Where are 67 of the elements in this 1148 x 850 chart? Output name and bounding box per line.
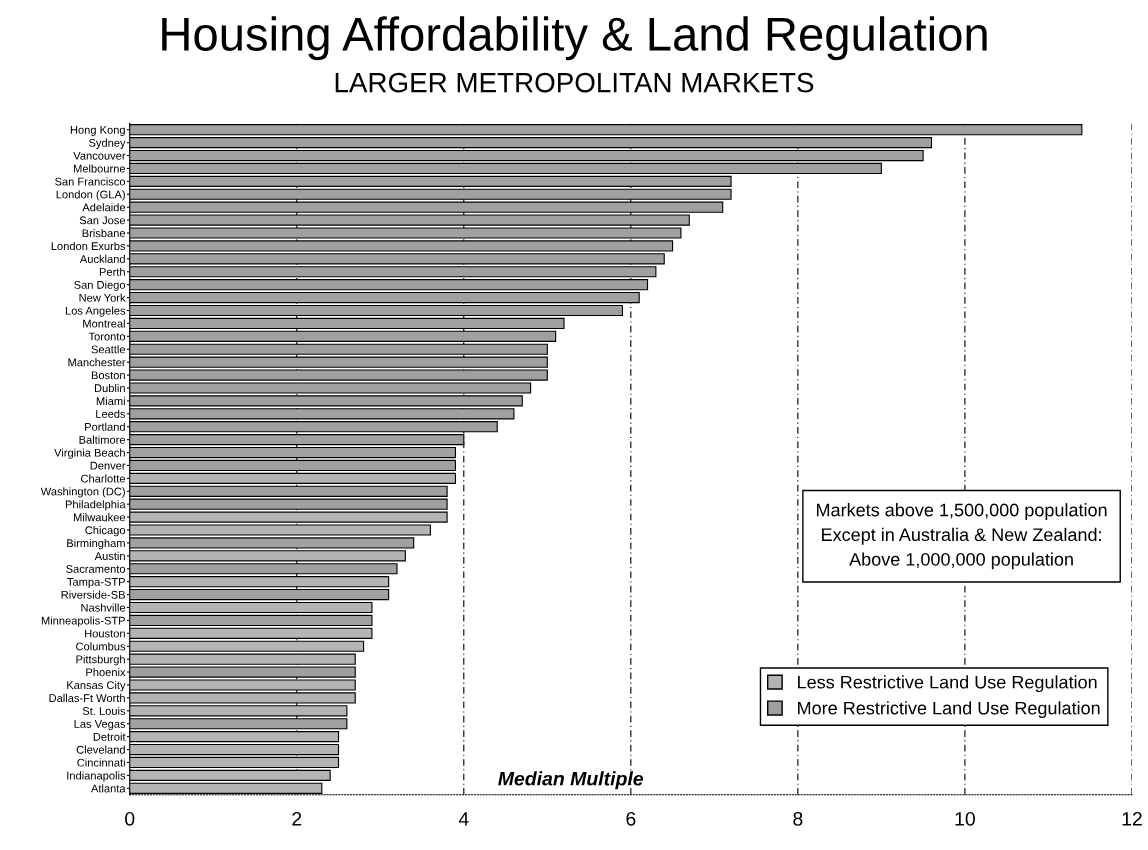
y-tick-label: Philadelphia bbox=[65, 500, 126, 511]
y-tick-label: Sacramento bbox=[66, 565, 126, 573]
y-tick-label: Los Angeles bbox=[65, 306, 126, 317]
annotation: Markets above 1,500,000 population Except in Australia & New Zealand: Above 1,000,000 population bbox=[816, 503, 1107, 570]
y-tick-label: Pittsburgh bbox=[76, 655, 125, 666]
y-tick-label: Columbus bbox=[76, 642, 126, 651]
y-tick-label: Milwaukee bbox=[73, 513, 126, 522]
y-tick-label: Montreal bbox=[83, 319, 125, 328]
y-tick-label: Sydney bbox=[89, 138, 126, 149]
y-tick-label: Nashville bbox=[81, 603, 126, 612]
y-tick-label: Dublin bbox=[94, 383, 125, 393]
y-tick-label: Atlanta bbox=[90, 784, 126, 793]
chart-subtitle: LARGER METROPOLITAN MARKETS bbox=[335, 72, 814, 93]
x-tick-label: 6 bbox=[626, 811, 636, 826]
x-axis-title: Median Multiple bbox=[498, 771, 644, 790]
bar bbox=[129, 589, 390, 601]
y-tick-label: Cleveland bbox=[76, 745, 125, 754]
y-tick-label: New York bbox=[79, 293, 126, 302]
x-tick-label: 4 bbox=[458, 812, 469, 826]
y-tick-label: Houston bbox=[85, 629, 125, 638]
legend-label: More Restrictive Land Use Regulation bbox=[798, 701, 1100, 719]
y-tick-label: London Exurbs bbox=[51, 241, 126, 251]
y-tick-label: Auckland bbox=[79, 254, 125, 263]
y-tick-label: St. Louis bbox=[82, 706, 126, 715]
x-tick-label: 12 bbox=[1122, 811, 1142, 826]
y-tick-label: Vancouver bbox=[73, 151, 126, 160]
y-tick-label: Brisbane bbox=[82, 228, 126, 238]
y-tick-label: San Francisco bbox=[55, 177, 126, 186]
y-tick-label: Chicago bbox=[85, 526, 126, 537]
y-tick-label: Phoenix bbox=[86, 668, 126, 677]
y-tick-label: Austin bbox=[94, 551, 125, 560]
y-tick-label: Manchester bbox=[68, 358, 126, 367]
y-tick-label: Melbourne bbox=[73, 164, 126, 173]
y-tick-label: Washington (DC) bbox=[40, 487, 125, 498]
y-tick-label: Birmingham bbox=[67, 538, 125, 550]
y-tick-label: London (GLA) bbox=[56, 190, 125, 201]
y-tick-label: San Diego bbox=[74, 280, 126, 291]
y-tick-label: Boston bbox=[91, 371, 125, 380]
y-tick-label: Charlotte bbox=[81, 474, 126, 483]
x-tick-label: 10 bbox=[955, 811, 975, 826]
y-tick-label: Indianapolis bbox=[67, 771, 126, 782]
y-tick-label: Kansas City bbox=[67, 680, 126, 692]
y-tick-label: Miami bbox=[96, 396, 125, 406]
y-tick-label: Adelaide bbox=[82, 203, 126, 212]
y-tick-label: Perth bbox=[99, 267, 125, 276]
y-tick-label: Minneapolis-STP bbox=[41, 616, 125, 627]
y-tick-label: Dallas-Ft Worth bbox=[49, 693, 125, 703]
x-tick-label: 0 bbox=[125, 811, 135, 826]
x-tick-label: 2 bbox=[292, 811, 302, 826]
y-tick-label: Tampa-STP bbox=[67, 577, 125, 589]
y-tick-label: Denver bbox=[90, 461, 126, 470]
y-tick-label: Detroit bbox=[93, 732, 126, 741]
legend-label: Less Restrictive Land Use Regulation bbox=[798, 675, 1097, 693]
y-tick-label: Hong Kong bbox=[70, 126, 125, 137]
y-tick-label: Toronto bbox=[88, 332, 126, 341]
y-tick-label: Riverside-SB bbox=[61, 590, 125, 599]
y-tick-label: Portland bbox=[85, 422, 125, 431]
y-tick-label: Las Vegas bbox=[74, 720, 126, 731]
x-tick-label: 8 bbox=[793, 811, 803, 826]
bar bbox=[129, 162, 882, 175]
y-tick-label: Cincinnati bbox=[77, 758, 125, 767]
y-tick-label: Seattle bbox=[91, 345, 126, 354]
y-tick-label: Virginia Beach bbox=[54, 448, 125, 459]
chart-title: Housing Affordability & Land Regulation bbox=[162, 16, 987, 61]
y-tick-label: San Jose bbox=[79, 216, 126, 225]
y-tick-label: Leeds bbox=[96, 409, 126, 418]
y-tick-label: Baltimore bbox=[79, 435, 126, 444]
